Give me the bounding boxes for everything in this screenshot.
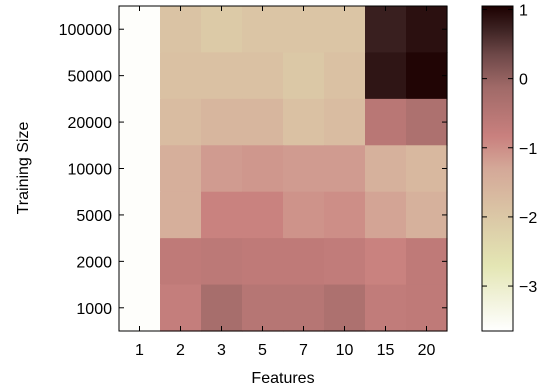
y-tick-label: 2000	[76, 254, 112, 271]
heatmap-cell	[283, 98, 325, 146]
heatmap-cell	[119, 52, 161, 100]
colorbar-tick-label: −2	[519, 210, 537, 227]
heatmap-cell	[283, 284, 325, 332]
y-tick-label: 100000	[59, 22, 112, 39]
heatmap-cell	[406, 145, 448, 193]
heatmap-cell	[160, 191, 202, 239]
heatmap-cell	[242, 145, 284, 193]
x-tick-label: 2	[176, 342, 185, 359]
heatmap-cell	[365, 284, 407, 332]
colorbar-ticks: 1 0 −1 −2 −3	[482, 2, 537, 296]
heatmap-cell	[160, 6, 202, 54]
heatmap-cell	[201, 98, 243, 146]
heatmap-cell	[324, 145, 366, 193]
heatmap-cell	[119, 191, 161, 239]
x-tick-label: 3	[217, 342, 226, 359]
heatmap-cells	[119, 6, 448, 332]
x-axis-label: Features	[251, 370, 314, 387]
x-tick-label: 20	[418, 342, 436, 359]
x-axis-ticks: 1 2 3 5 7 10 15 20	[135, 6, 436, 359]
heatmap-cell	[160, 145, 202, 193]
heatmap-cell	[365, 6, 407, 54]
x-tick-label: 5	[258, 342, 267, 359]
heatmap-cell	[201, 191, 243, 239]
heatmap-cell	[119, 6, 161, 54]
heatmap-cell	[242, 238, 284, 286]
heatmap-cell	[324, 52, 366, 100]
heatmap-cell	[324, 284, 366, 332]
y-tick-label: 10000	[68, 162, 113, 179]
heatmap-cell	[324, 6, 366, 54]
heatmap-cell	[406, 191, 448, 239]
heatmap-cell	[119, 238, 161, 286]
heatmap-cell	[160, 98, 202, 146]
heatmap-cell	[119, 284, 161, 332]
heatmap-cell	[160, 238, 202, 286]
heatmap-cell	[283, 6, 325, 54]
y-axis-ticks: 100000 50000 20000 10000 5000 2000 1000	[59, 22, 447, 318]
heatmap-cell	[242, 52, 284, 100]
heatmap-cell	[201, 238, 243, 286]
heatmap-cell	[119, 98, 161, 146]
heatmap-cell	[242, 284, 284, 332]
heatmap-cell	[406, 238, 448, 286]
heatmap-cell	[406, 6, 448, 54]
x-tick-label: 15	[377, 342, 395, 359]
heatmap-cell	[201, 6, 243, 54]
heatmap-cell	[160, 52, 202, 100]
y-tick-label: 1000	[76, 301, 112, 318]
heatmap-cell	[201, 52, 243, 100]
heatmap-cell	[406, 284, 448, 332]
x-tick-label: 1	[135, 342, 144, 359]
heatmap-cell	[201, 145, 243, 193]
heatmap-cell	[365, 191, 407, 239]
heatmap-cell	[324, 98, 366, 146]
heatmap-cell	[406, 52, 448, 100]
heatmap-cell	[324, 238, 366, 286]
colorbar-tick-label: 0	[519, 72, 528, 89]
colorbar-tick-label: −3	[519, 279, 537, 296]
heatmap-cell	[283, 145, 325, 193]
heatmap-cell	[242, 98, 284, 146]
x-tick-label: 7	[299, 342, 308, 359]
y-tick-label: 50000	[68, 69, 113, 86]
heatmap-cell	[365, 52, 407, 100]
heatmap-cell	[324, 191, 366, 239]
heatmap-cell	[242, 191, 284, 239]
colorbar	[481, 5, 514, 332]
y-tick-label: 20000	[68, 115, 113, 132]
x-tick-label: 10	[336, 342, 354, 359]
heatmap-cell	[201, 284, 243, 332]
heatmap-cell	[283, 52, 325, 100]
heatmap-cell	[283, 191, 325, 239]
heatmap-cell	[119, 145, 161, 193]
heatmap-cell	[365, 238, 407, 286]
heatmap-cell	[242, 6, 284, 54]
y-tick-label: 5000	[76, 208, 112, 225]
heatmap-cell	[365, 145, 407, 193]
heatmap-cell	[283, 238, 325, 286]
heatmap-cell	[160, 284, 202, 332]
colorbar-tick-label: −1	[519, 141, 537, 158]
heatmap-cell	[365, 98, 407, 146]
y-axis-label: Training Size	[15, 122, 32, 215]
colorbar-tick-label: 1	[519, 2, 528, 19]
heatmap-cell	[406, 98, 448, 146]
